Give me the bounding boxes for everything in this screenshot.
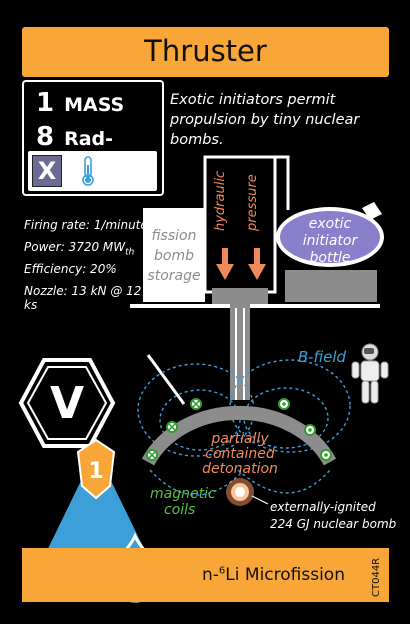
exotic-label-3: bottle bbox=[310, 250, 351, 266]
coil-dots bbox=[282, 402, 328, 457]
partial-label-3: detonation bbox=[202, 461, 278, 477]
card-id: CT044R bbox=[371, 557, 382, 597]
bottle-body bbox=[280, 211, 380, 263]
mass-value: 1 bbox=[36, 88, 55, 118]
fuel-type-suffix: Li Microfission bbox=[225, 565, 345, 585]
feed-arm bbox=[146, 354, 186, 405]
hydraulic-label: hydraulic bbox=[213, 171, 228, 231]
b-field-label: B-field bbox=[298, 348, 347, 366]
fission-label-2: bomb bbox=[154, 248, 194, 264]
b-field-lines bbox=[137, 359, 351, 496]
thermometer-icon bbox=[82, 156, 94, 186]
platform-line bbox=[130, 304, 380, 308]
mass-stat: 1 MASS bbox=[36, 88, 124, 118]
initiator-block bbox=[285, 270, 377, 302]
exotic-label-1: exotic bbox=[309, 216, 352, 232]
fuel-type-prefix: n- bbox=[202, 565, 219, 585]
spec-firing-rate: Firing rate: 1/minute bbox=[24, 218, 148, 232]
coil-crosses bbox=[148, 400, 200, 459]
platform-cap bbox=[212, 288, 268, 304]
pressure-label: pressure bbox=[245, 174, 260, 232]
nozzle-arc bbox=[141, 405, 337, 466]
spec-nozzle: Nozzle: 13 kN @ 12 ks bbox=[24, 284, 142, 312]
type-badge-text: V bbox=[50, 378, 84, 429]
x-flag: X bbox=[32, 155, 62, 187]
bomb-label-2: 224 GJ nuclear bomb bbox=[270, 517, 397, 531]
detonation-flash bbox=[226, 478, 254, 506]
fission-label-3: storage bbox=[147, 268, 200, 284]
magnetic-label-1: magnetic bbox=[150, 486, 216, 502]
bomb-label-1: externally-ignited bbox=[270, 500, 376, 514]
radhard-value: 8 bbox=[36, 122, 55, 152]
spec-efficiency: Efficiency: 20% bbox=[24, 262, 117, 276]
fission-storage-box bbox=[143, 208, 205, 302]
card-description: Exotic initiators permit propulsion by t… bbox=[170, 92, 360, 148]
spec-power-text: Power: 3720 MW bbox=[24, 240, 126, 254]
tri-badge bbox=[76, 438, 116, 500]
fission-label-1: fission bbox=[152, 228, 197, 244]
pressure-arrows bbox=[216, 248, 266, 280]
card-title: Thruster bbox=[144, 34, 267, 68]
hydraulic-pipe bbox=[268, 155, 290, 210]
bottom-bar: n-6Li Microfission bbox=[22, 548, 389, 602]
bomb-pointer bbox=[251, 495, 269, 505]
spec-power-sub: th bbox=[125, 247, 135, 258]
fuel-type-sup: 6 bbox=[218, 565, 226, 577]
exotic-label-2: initiator bbox=[303, 233, 359, 249]
tri-badge-text: 1 bbox=[88, 459, 103, 484]
partial-label-1: partially bbox=[210, 431, 269, 447]
stem bbox=[230, 304, 250, 400]
support-flags: X bbox=[28, 151, 157, 191]
fuel-type: n-6Li Microfission bbox=[202, 565, 345, 585]
partial-label-2: contained bbox=[205, 446, 275, 462]
magnetic-label-2: coils bbox=[164, 502, 195, 518]
astronaut-icon bbox=[351, 343, 389, 404]
spec-power: Power: 3720 MWth bbox=[24, 240, 154, 257]
title-bar: Thruster bbox=[22, 27, 389, 77]
mass-label: MASS bbox=[64, 94, 125, 116]
